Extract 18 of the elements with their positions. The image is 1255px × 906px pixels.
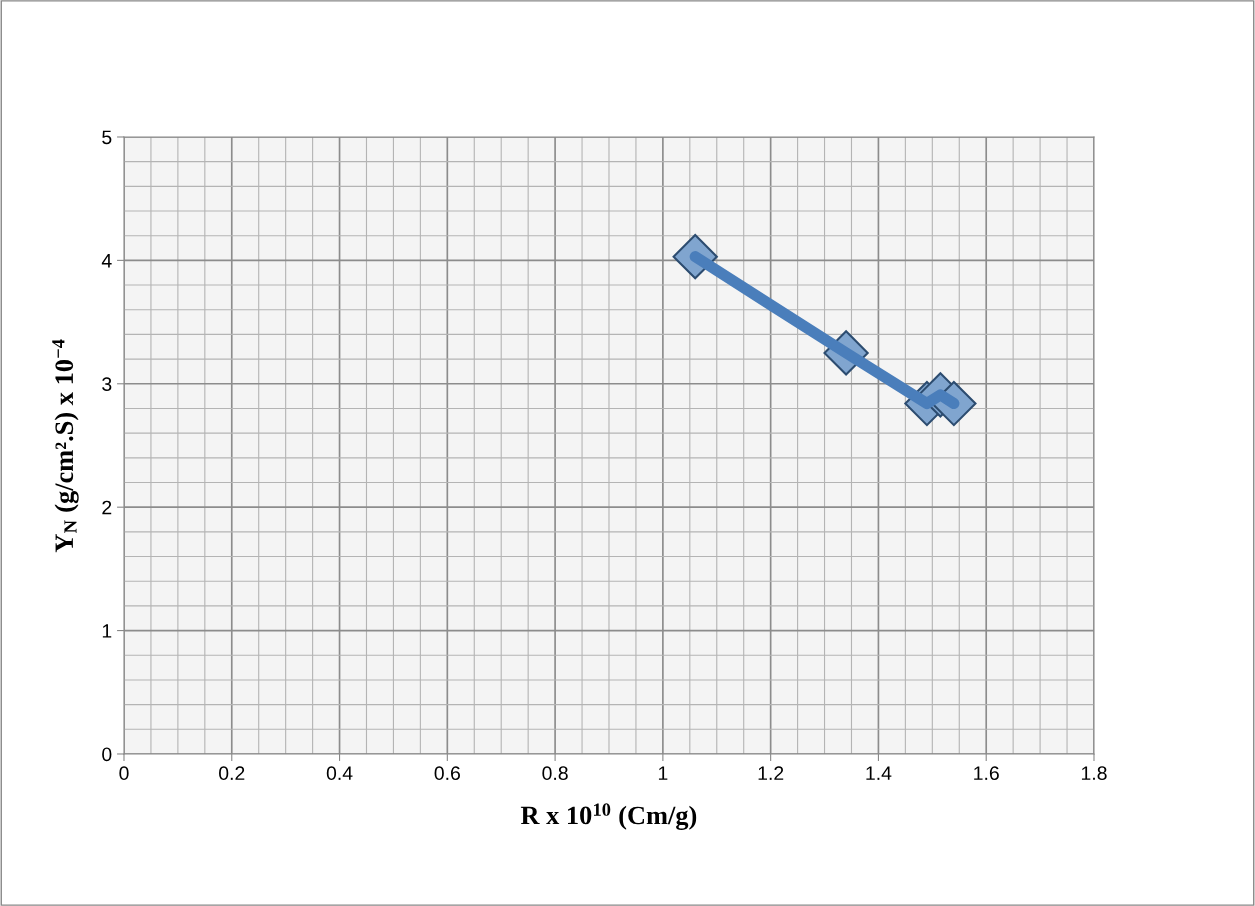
- x-tick-label: 1: [658, 766, 668, 780]
- y-tick-label: 4: [101, 254, 112, 268]
- x-tick-label: 0.4: [326, 766, 353, 781]
- x-tick-label: 1.6: [974, 766, 999, 781]
- x-tick-label: 1.4: [866, 766, 892, 780]
- y-axis-title: Y$_{N}$ (g/cm².S) x 10$^{−4}$: [52, 339, 79, 553]
- y-tick-label: 0: [102, 747, 112, 762]
- y-tick-label: 1: [102, 624, 112, 638]
- x-tick-label: 1.8: [1081, 766, 1107, 781]
- y-tick-label: 2: [102, 500, 112, 515]
- x-tick-label: 0.2: [219, 766, 245, 781]
- y-tick-label: 5: [102, 130, 112, 145]
- x-tick-label: 1.2: [758, 766, 784, 780]
- x-tick-label: 0.8: [542, 766, 568, 781]
- x-tick-label: 0: [119, 766, 129, 781]
- x-axis-title: R x 10$^{10}$ (Cm/g): [520, 803, 697, 830]
- y-tick-label: 3: [102, 377, 112, 392]
- x-tick-label: 0.6: [434, 766, 460, 781]
